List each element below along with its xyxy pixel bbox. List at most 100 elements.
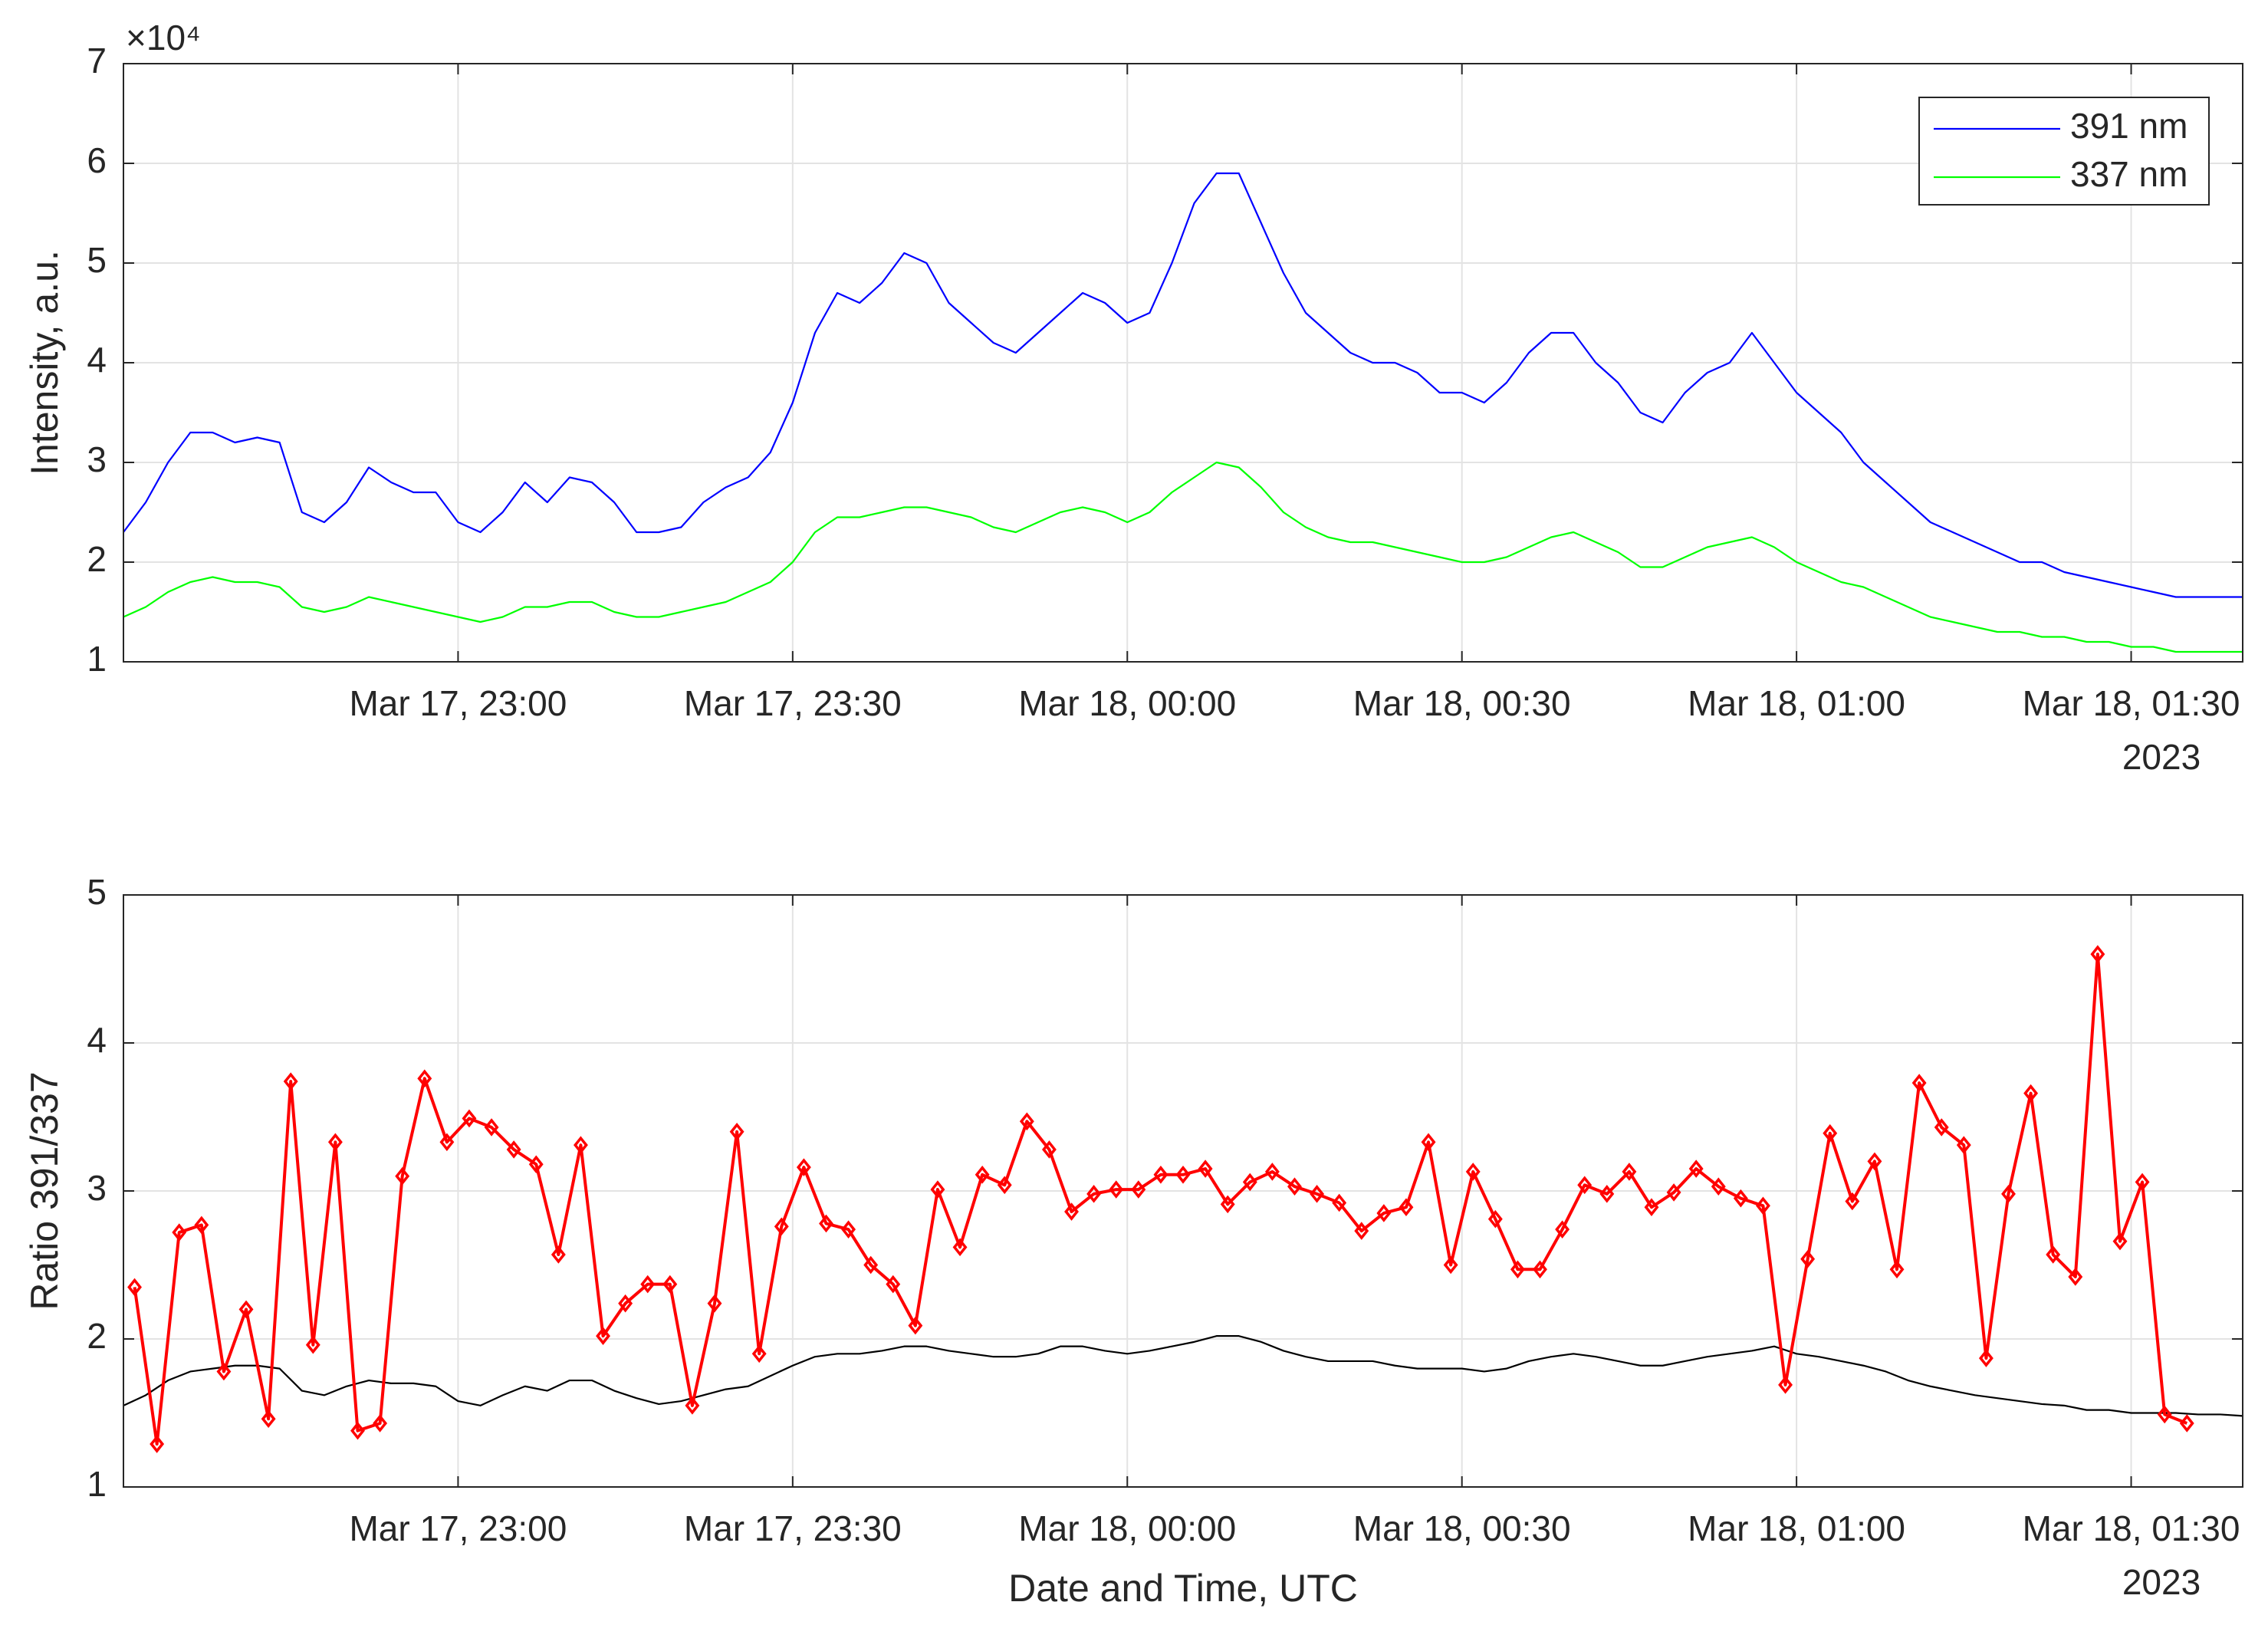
data-point [1510, 1260, 1525, 1279]
data-point [172, 1223, 187, 1242]
axes-box [123, 63, 2243, 663]
data-point [2068, 1268, 2083, 1286]
data-point [261, 1410, 276, 1429]
data-point [506, 1140, 521, 1159]
y-tick-label: 7 [87, 41, 107, 81]
data-point [1800, 1249, 1816, 1268]
data-point [1041, 1140, 1057, 1159]
data-point [1131, 1180, 1146, 1199]
data-point [417, 1069, 432, 1088]
data-point [975, 1165, 990, 1184]
y-multiplier: ×10⁴ [126, 18, 201, 58]
series-line [123, 1335, 2243, 1417]
legend-box [1918, 97, 2210, 206]
x-axis-label: Date and Time, UTC [1008, 1567, 1358, 1610]
data-point [2023, 1084, 2039, 1103]
y-tick-label: 4 [87, 1020, 107, 1060]
data-point [484, 1118, 499, 1137]
data-point [194, 1215, 209, 1235]
data-point [662, 1275, 678, 1294]
data-point [373, 1414, 388, 1433]
y-axis-label: Intensity, a.u. [23, 250, 66, 475]
data-point [596, 1327, 610, 1345]
data-point [1487, 1209, 1503, 1229]
data-point [774, 1217, 789, 1236]
data-point [1153, 1165, 1169, 1184]
data-point [1889, 1260, 1905, 1279]
x-tick-label: Mar 17, 23:30 [684, 683, 902, 723]
data-point [796, 1158, 811, 1176]
data-point [1934, 1118, 1949, 1137]
data-point [2001, 1185, 2016, 1203]
data-point [1978, 1349, 1994, 1367]
data-point [1310, 1185, 1325, 1203]
y-tick-label: 6 [87, 140, 107, 180]
data-point [997, 1176, 1012, 1195]
data-point [574, 1136, 588, 1154]
x-tick-label: Mar 18, 00:00 [1018, 683, 1236, 723]
y-tick-label: 4 [87, 340, 107, 380]
data-point [1421, 1133, 1436, 1152]
data-point [1086, 1185, 1102, 1203]
data-point [1399, 1198, 1414, 1217]
series-line [123, 172, 2243, 598]
data-point [462, 1109, 477, 1128]
axes-box [123, 894, 2243, 1488]
data-point [1443, 1255, 1458, 1275]
legend-label: 391 nm [2070, 106, 2187, 146]
data-point [1287, 1177, 1302, 1196]
x-tick-label: Mar 18, 01:00 [1688, 683, 1905, 723]
data-point [1220, 1195, 1235, 1214]
data-point [1354, 1222, 1369, 1240]
y-tick-label: 1 [87, 639, 107, 679]
legend-label: 337 nm [2070, 154, 2187, 194]
x-tick-label: Mar 18, 00:30 [1353, 683, 1571, 723]
data-point [1198, 1160, 1213, 1178]
data-point [1666, 1183, 1681, 1202]
data-point [216, 1362, 232, 1381]
data-point [2157, 1405, 2172, 1424]
data-point [1688, 1160, 1704, 1178]
data-point [863, 1255, 879, 1275]
series-line [123, 461, 2243, 653]
data-point [1599, 1185, 1615, 1203]
data-point [1465, 1163, 1481, 1181]
data-point [886, 1275, 901, 1294]
data-point [930, 1180, 945, 1199]
x-tick-label: Mar 18, 01:30 [2023, 1508, 2240, 1548]
data-point [551, 1245, 566, 1264]
y-tick-label: 3 [87, 1168, 107, 1208]
data-point [1332, 1193, 1347, 1212]
data-point [751, 1344, 767, 1363]
data-point [841, 1220, 856, 1238]
data-point [1577, 1176, 1593, 1195]
series-line [133, 952, 2187, 1446]
x-tick-label: Mar 18, 01:00 [1688, 1508, 1905, 1548]
data-point [1733, 1189, 1748, 1208]
data-point [2135, 1173, 2150, 1192]
data-point [1533, 1260, 1547, 1279]
y-tick-label: 5 [87, 240, 107, 280]
x-tick-label: Mar 18, 00:00 [1018, 1508, 1236, 1548]
data-point [1175, 1165, 1191, 1184]
data-point [1756, 1196, 1770, 1215]
x-tick-label: Mar 17, 23:00 [349, 683, 567, 723]
data-point [305, 1335, 320, 1354]
data-point [1867, 1152, 1882, 1171]
data-point [1376, 1204, 1392, 1222]
x-year-label: 2023 [2122, 737, 2201, 777]
data-point [1823, 1123, 1838, 1143]
data-point [685, 1396, 700, 1415]
data-point [327, 1133, 343, 1152]
data-point [1555, 1220, 1570, 1238]
data-point [395, 1166, 410, 1186]
data-point [707, 1294, 722, 1313]
data-point [2046, 1245, 2061, 1264]
x-tick-label: Mar 17, 23:00 [349, 1508, 567, 1548]
data-point [350, 1421, 365, 1440]
data-point [618, 1294, 633, 1313]
x-tick-label: Mar 17, 23:30 [684, 1508, 902, 1548]
data-point [1622, 1163, 1637, 1181]
data-point [2090, 945, 2105, 964]
